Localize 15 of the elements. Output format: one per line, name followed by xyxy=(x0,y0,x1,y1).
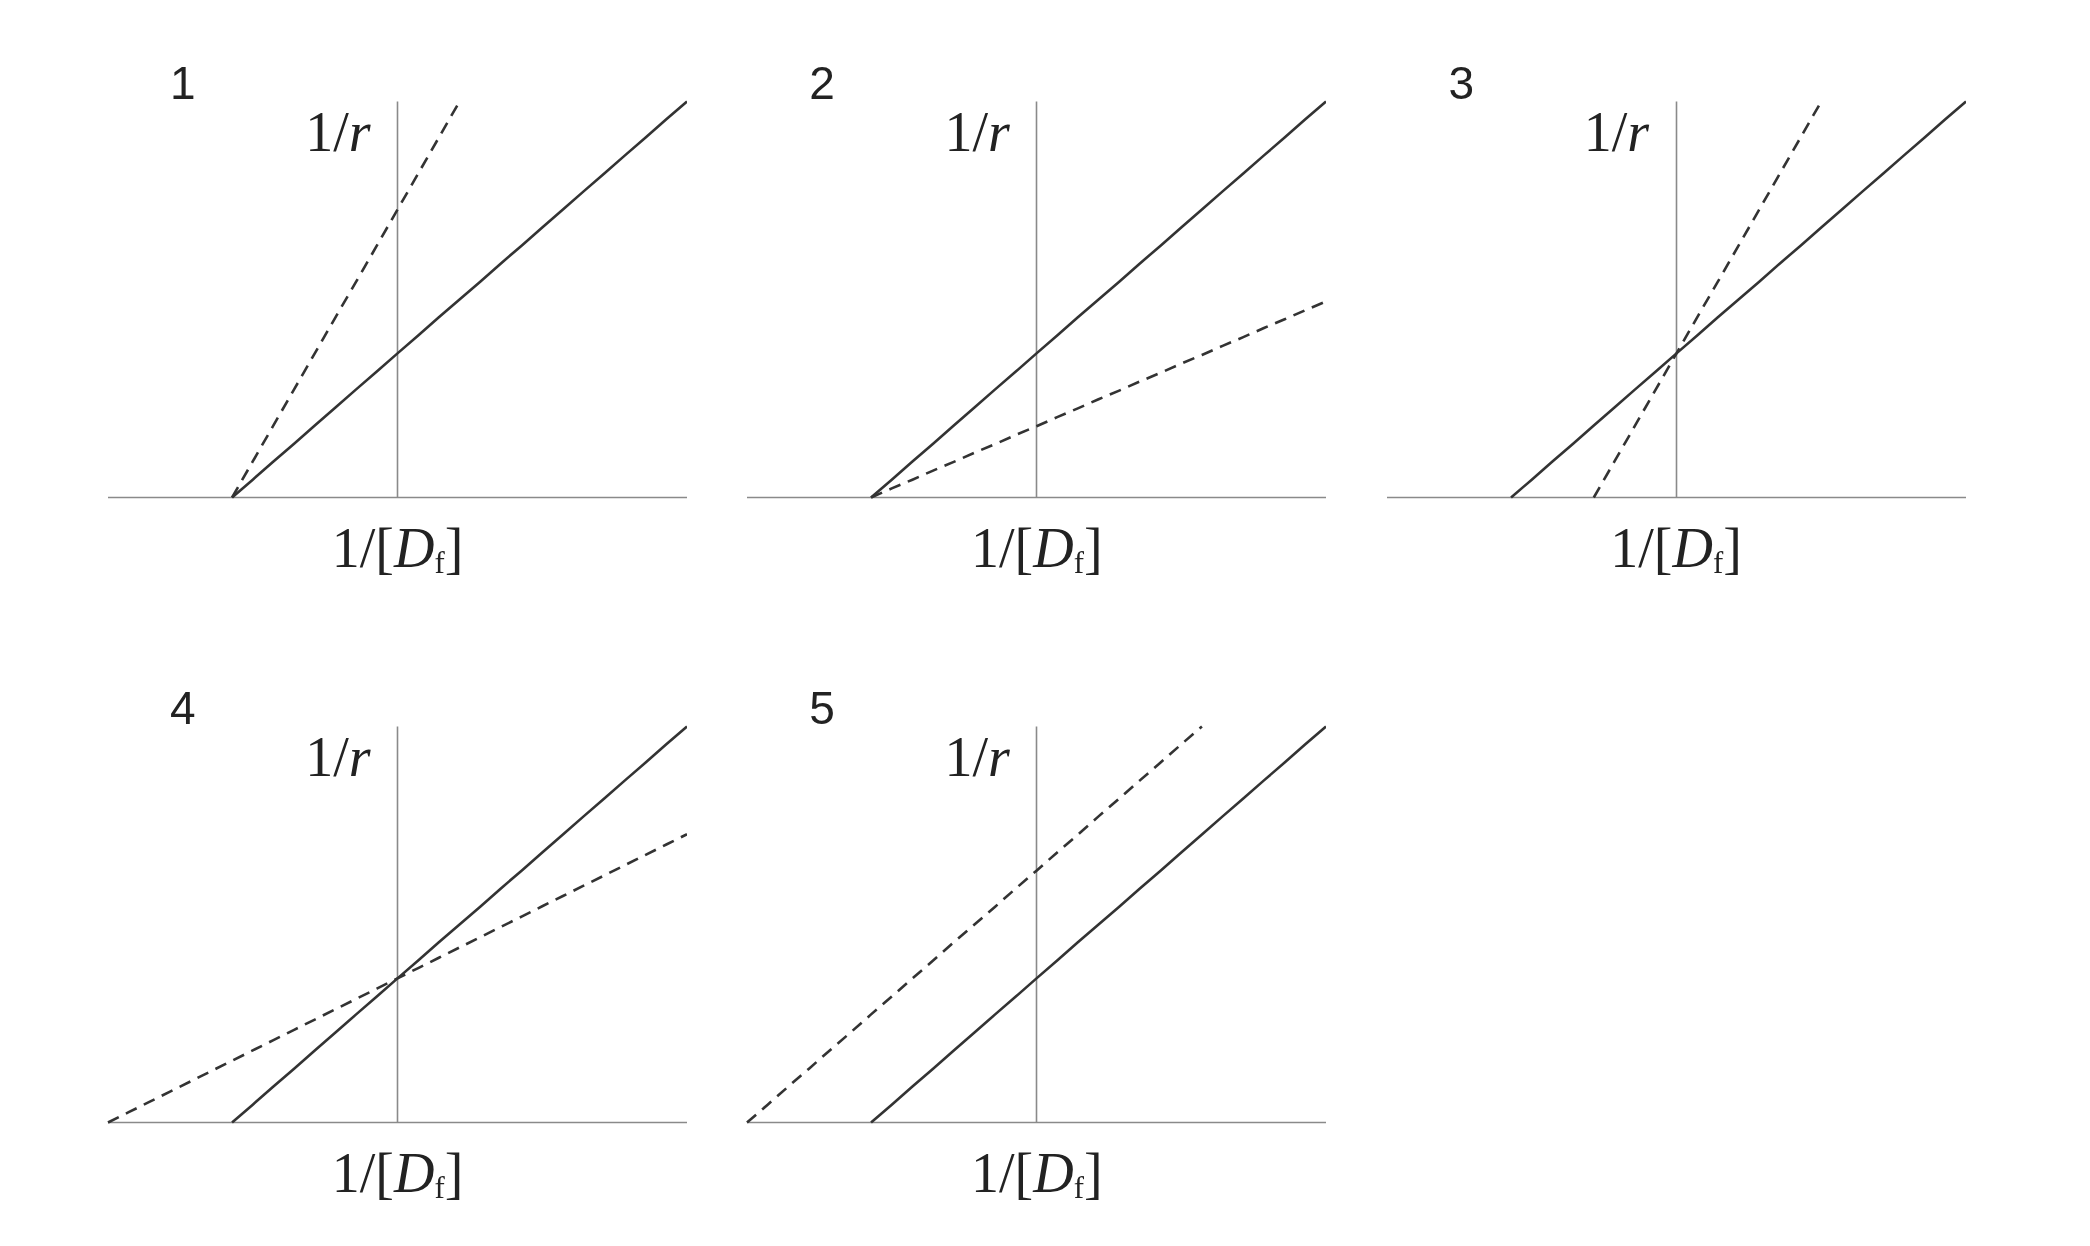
y-axis-title: 1/r xyxy=(1583,100,1649,163)
x-axis-title: 1/[D$_{f}$] xyxy=(331,516,464,580)
chart-title: 3 xyxy=(1448,56,1475,109)
chart-title: 1 xyxy=(170,56,196,109)
chart-title: 4 xyxy=(170,681,196,734)
x-axis-title: 1/[D$_{f}$] xyxy=(970,1141,1103,1205)
y-axis-title: 1/r xyxy=(944,100,1010,163)
y-axis-title: 1/r xyxy=(305,100,371,163)
x-axis-title: 1/[D$_{f}$] xyxy=(970,516,1103,580)
y-axis-title: 1/r xyxy=(944,725,1010,788)
chart-title: 2 xyxy=(809,56,835,109)
x-axis-title: 1/[D$_{f}$] xyxy=(1610,516,1742,580)
chart-title: 5 xyxy=(809,681,835,734)
y-axis-title: 1/r xyxy=(305,725,371,788)
x-axis-title: 1/[D$_{f}$] xyxy=(331,1141,464,1205)
